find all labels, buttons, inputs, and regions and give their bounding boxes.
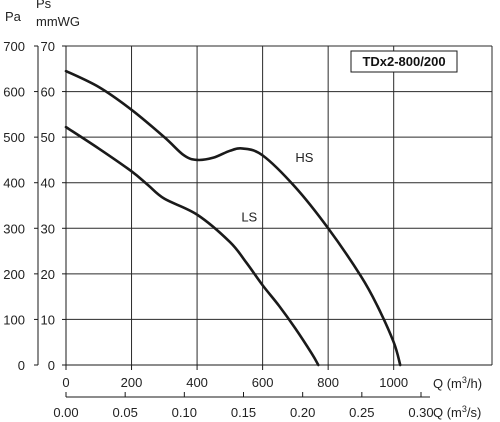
x-tick-label-m3h: 200 (121, 375, 143, 390)
chart-title: TDx2-800/200 (362, 54, 445, 69)
y-tick-label-pa: 600 (3, 85, 25, 100)
x-axis-top-unit-suffix: /h) (467, 376, 482, 391)
y-tick-label-pa: 500 (3, 130, 25, 145)
y-tick-label-mmwg: 20 (41, 267, 55, 282)
x-axis-top-unit-prefix: Q (m (433, 376, 462, 391)
curve-hs (64, 69, 402, 367)
y-tick-label-mmwg: 50 (41, 130, 55, 145)
y-tick-label-mmwg: 10 (41, 312, 55, 327)
x-tick-label-m3s: 0.30 (408, 405, 433, 420)
x-tick-label-m3h: 600 (252, 375, 274, 390)
y-tick-label-mmwg: 0 (48, 358, 55, 373)
x-tick-label-m3h: 0 (62, 375, 69, 390)
curve-label-hs: HS (295, 150, 313, 165)
grid (66, 45, 493, 365)
x-tick-label-m3h: 1000 (379, 375, 408, 390)
x-tick-label-m3h: 800 (317, 375, 339, 390)
x-axis-top-unit: Q (m3/h) (433, 375, 482, 391)
curves (64, 69, 402, 367)
x-tick-label-m3s: 0.00 (53, 405, 78, 420)
y-tick-label-mmwg: 70 (41, 39, 55, 54)
x-tick-label-m3s: 0.25 (349, 405, 374, 420)
x-tick-label-m3s: 0.15 (231, 405, 256, 420)
y-axis-left-unit: Pa (5, 9, 22, 24)
x-tick-label-m3h: 400 (186, 375, 208, 390)
model-label-box: TDx2-800/200 (350, 50, 458, 73)
curve-label-ls: LS (241, 209, 257, 224)
x-axis-bottom-unit-suffix: /s) (467, 405, 481, 420)
y-tick-label-mmwg: 30 (41, 221, 55, 236)
y-tick-label-mmwg: 40 (41, 176, 55, 191)
axes (34, 45, 492, 398)
y-tick-label-pa: 0 (18, 358, 25, 373)
x-tick-label-m3s: 0.05 (113, 405, 138, 420)
x-axis-bottom-unit-prefix: Q (m (433, 405, 462, 420)
y-tick-label-pa: 400 (3, 176, 25, 191)
x-tick-label-m3s: 0.10 (172, 405, 197, 420)
y-axis-right-unit: mmWG (36, 14, 80, 29)
y-tick-label-pa: 200 (3, 267, 25, 282)
y-tick-label-pa: 300 (3, 221, 25, 236)
y-tick-label-mmwg: 60 (41, 85, 55, 100)
x-axis-bottom-unit: Q (m3/s) (433, 404, 481, 420)
x-axis-top-unit-sup: 3 (462, 375, 467, 385)
y-tick-label-pa: 700 (3, 39, 25, 54)
y-axis-right-title: Ps (36, 0, 52, 11)
y-tick-label-pa: 100 (3, 312, 25, 327)
x-tick-label-m3s: 0.20 (290, 405, 315, 420)
model-label-frame (350, 50, 458, 73)
x-axis-bottom-unit-sup: 3 (462, 404, 467, 414)
curve-ls (64, 125, 320, 367)
